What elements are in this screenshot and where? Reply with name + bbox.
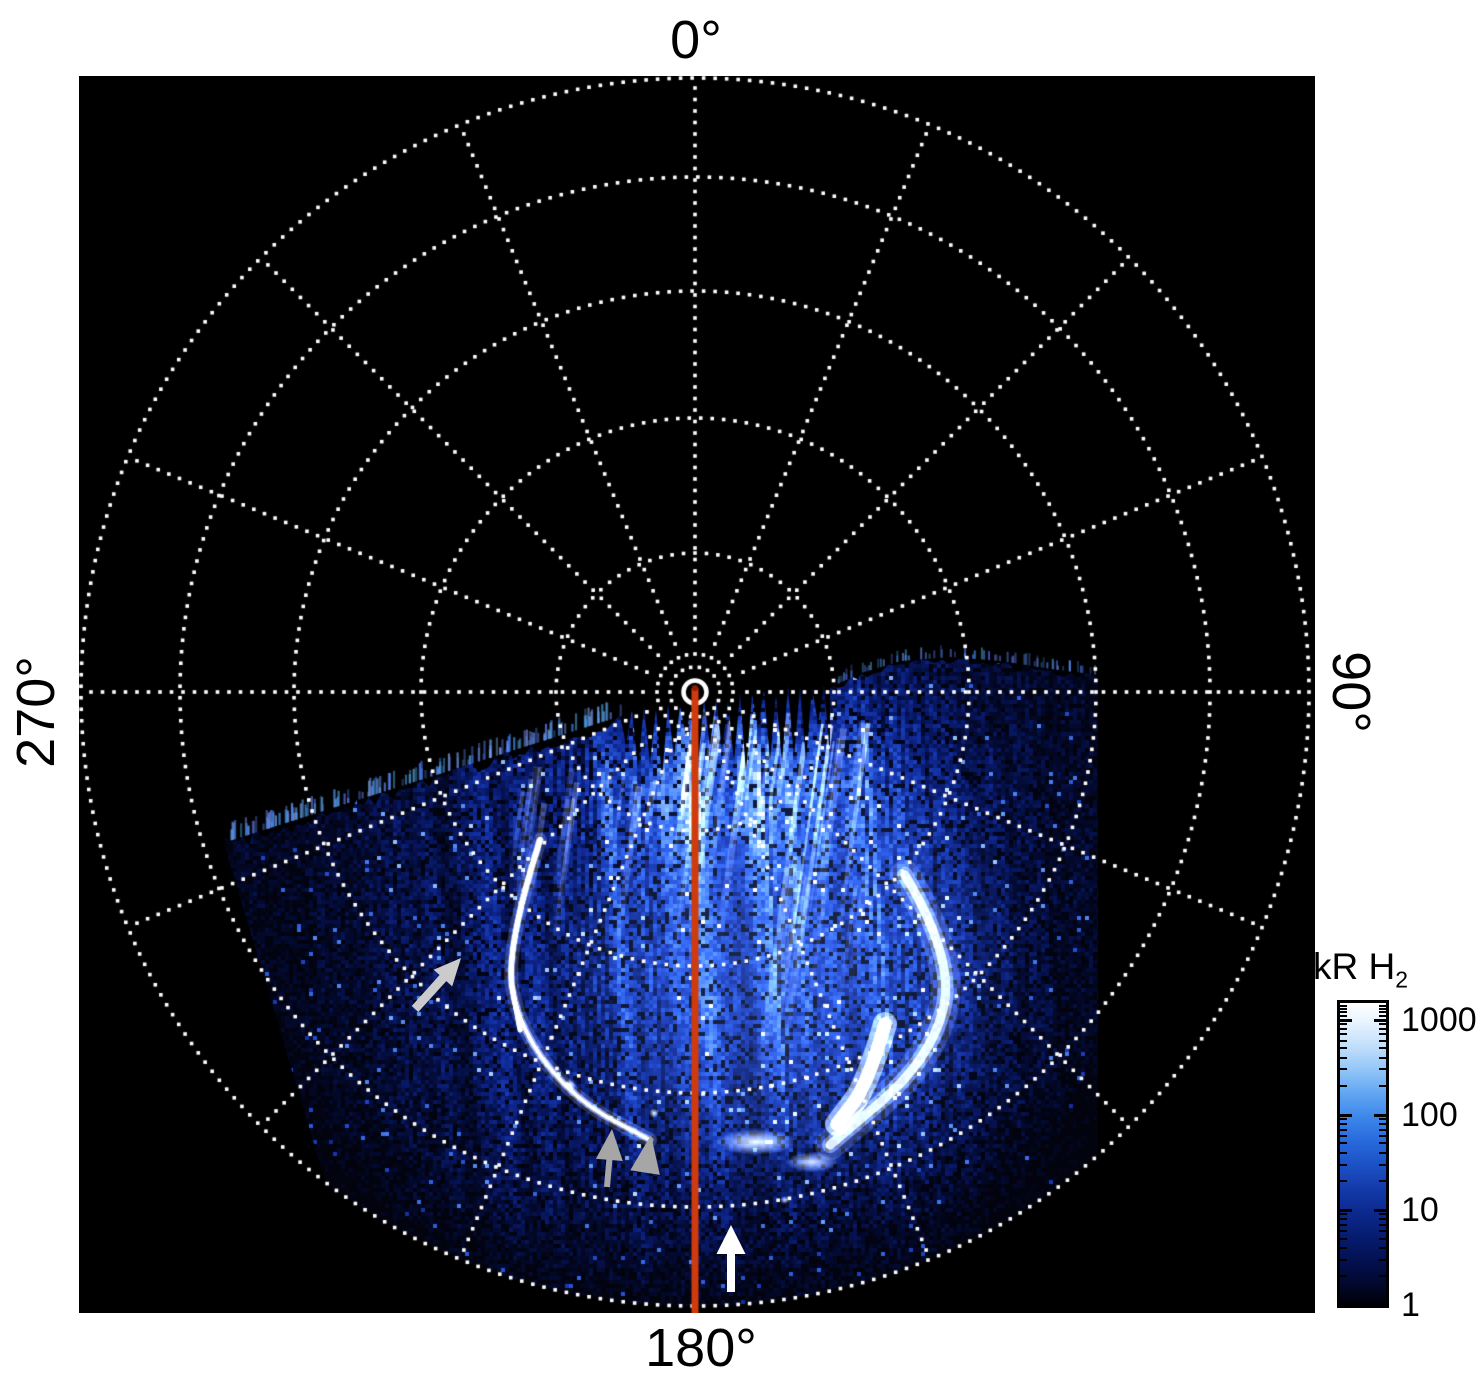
colorbar-minor-tick <box>1379 1011 1386 1014</box>
colorbar-minor-tick <box>1340 1011 1347 1014</box>
colorbar-tick-label-100: 100 <box>1401 1095 1458 1134</box>
colorbar-tick-label-10: 10 <box>1401 1190 1439 1229</box>
colorbar-minor-tick <box>1379 1007 1386 1010</box>
colorbar-minor-tick <box>1379 1014 1386 1017</box>
colorbar-tick-label-1000: 1000 <box>1401 1000 1477 1039</box>
colorbar-minor-tick <box>1379 1004 1386 1007</box>
colorbar-minor-tick <box>1340 1163 1347 1166</box>
colorbar <box>1337 1000 1389 1308</box>
colorbar-major-tick <box>1374 1208 1386 1212</box>
colorbar-minor-tick <box>1379 1118 1386 1121</box>
colorbar-minor-tick <box>1340 1237 1347 1240</box>
colorbar-minor-tick <box>1340 1142 1347 1145</box>
colorbar-minor-tick <box>1379 1151 1386 1154</box>
colorbar-minor-tick <box>1340 1068 1347 1071</box>
colorbar-minor-tick <box>1379 1023 1386 1026</box>
colorbar-minor-tick <box>1340 1033 1347 1036</box>
colorbar-minor-tick <box>1340 1134 1347 1137</box>
colorbar-minor-tick <box>1340 1151 1347 1154</box>
colorbar-minor-tick <box>1340 1223 1347 1226</box>
colorbar-minor-tick <box>1340 1027 1347 1030</box>
colorbar-minor-tick <box>1379 1258 1386 1261</box>
colorbar-minor-tick <box>1340 1180 1347 1183</box>
colorbar-minor-tick <box>1379 1085 1386 1088</box>
colorbar-minor-tick <box>1340 1023 1347 1026</box>
colorbar-major-tick <box>1374 1304 1386 1307</box>
colorbar-major-tick <box>1340 1208 1352 1212</box>
colorbar-minor-tick <box>1379 1223 1386 1226</box>
colorbar-minor-tick <box>1379 1128 1386 1131</box>
colorbar-minor-tick <box>1340 1007 1347 1010</box>
colorbar-minor-tick <box>1379 1027 1386 1030</box>
colorbar-minor-tick <box>1340 1118 1347 1121</box>
colorbar-minor-tick <box>1340 1039 1347 1042</box>
colorbar-title-sub: 2 <box>1395 966 1408 993</box>
colorbar-minor-tick <box>1340 1128 1347 1131</box>
colorbar-minor-tick <box>1379 1213 1386 1216</box>
colorbar-minor-tick <box>1340 1246 1347 1249</box>
colorbar-minor-tick <box>1379 1230 1386 1232</box>
colorbar-minor-tick <box>1340 1056 1347 1059</box>
aurora-image-canvas <box>79 76 1315 1313</box>
colorbar-minor-tick <box>1379 1123 1386 1126</box>
colorbar-minor-tick <box>1379 1068 1386 1071</box>
colorbar-title: kR H2 <box>1313 948 1408 991</box>
angle-label-90: 90° <box>1321 651 1381 733</box>
colorbar-minor-tick <box>1379 1275 1386 1278</box>
colorbar-minor-tick <box>1340 1047 1347 1050</box>
colorbar-major-tick <box>1374 1018 1386 1022</box>
colorbar-minor-tick <box>1340 1123 1347 1126</box>
colorbar-minor-tick <box>1340 1258 1347 1261</box>
colorbar-gradient <box>1340 1003 1386 1305</box>
colorbar-minor-tick <box>1340 1218 1347 1221</box>
angle-label-0: 0° <box>670 10 722 70</box>
colorbar-minor-tick <box>1379 1039 1386 1042</box>
colorbar-minor-tick <box>1379 1047 1386 1050</box>
colorbar-minor-tick <box>1379 1142 1386 1145</box>
colorbar-minor-tick <box>1340 1004 1347 1007</box>
colorbar-minor-tick <box>1340 1275 1347 1278</box>
colorbar-minor-tick <box>1379 1237 1386 1240</box>
colorbar-major-tick <box>1374 1113 1386 1117</box>
colorbar-minor-tick <box>1379 1180 1386 1183</box>
colorbar-tick-label-1: 1 <box>1401 1286 1420 1324</box>
colorbar-minor-tick <box>1379 1033 1386 1036</box>
angle-label-270: 270° <box>6 656 66 768</box>
colorbar-minor-tick <box>1379 1056 1386 1059</box>
colorbar-minor-tick <box>1379 1163 1386 1166</box>
colorbar-minor-tick <box>1379 1246 1386 1249</box>
colorbar-minor-tick <box>1340 1014 1347 1017</box>
colorbar-minor-tick <box>1379 1218 1386 1221</box>
colorbar-title-main: kR H <box>1313 946 1396 987</box>
colorbar-major-tick <box>1340 1113 1352 1117</box>
colorbar-minor-tick <box>1340 1230 1347 1232</box>
angle-label-180: 180° <box>645 1318 757 1378</box>
colorbar-minor-tick <box>1340 1213 1347 1216</box>
colorbar-major-tick <box>1340 1304 1352 1307</box>
colorbar-minor-tick <box>1340 1085 1347 1088</box>
colorbar-minor-tick <box>1379 1134 1386 1137</box>
colorbar-major-tick <box>1340 1018 1352 1022</box>
polar-plot-area <box>79 76 1315 1313</box>
